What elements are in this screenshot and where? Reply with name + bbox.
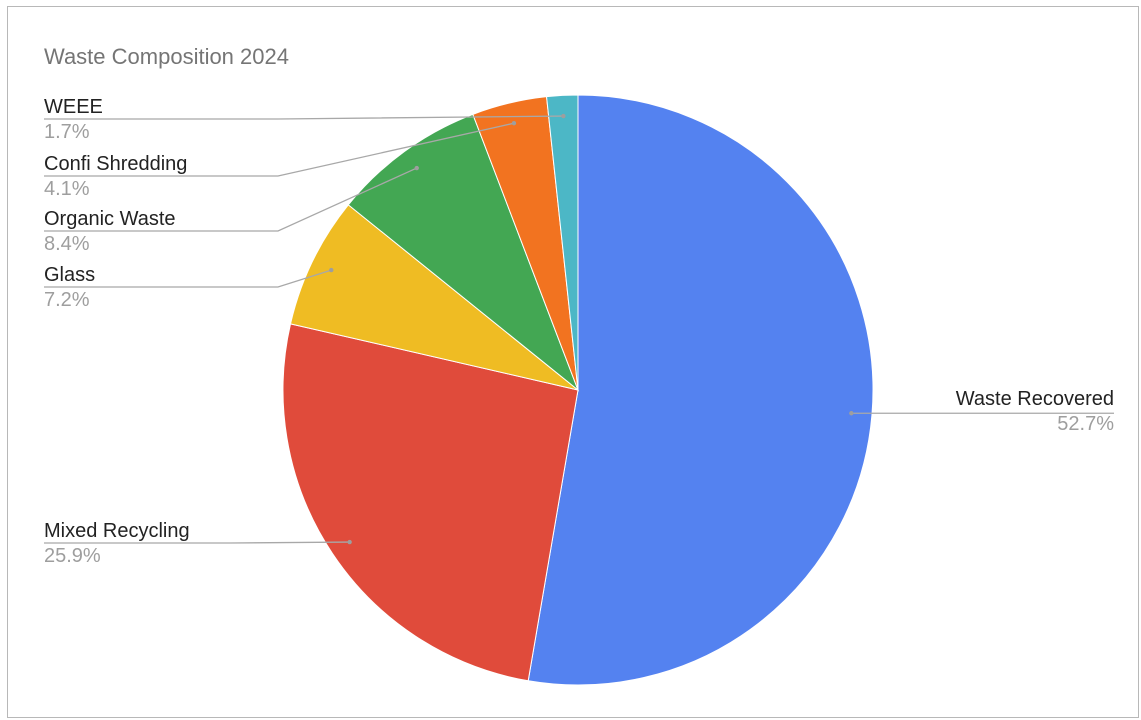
- slice-glass: [289, 204, 579, 391]
- leader-line-mixed-recycling: [44, 541, 350, 544]
- slice-label-waste-recovered: Waste Recovered: [956, 388, 1114, 410]
- slice-label-weee: WEEE: [44, 96, 103, 118]
- leader-dot-glass: [329, 267, 334, 273]
- slice-percent-glass: 7.2%: [44, 289, 90, 311]
- slice-percent-confi-shredding: 4.1%: [44, 178, 90, 200]
- slice-weee: [545, 94, 579, 391]
- slice-label-glass: Glass: [44, 264, 95, 286]
- leader-lines: [44, 113, 1114, 545]
- slice-mixed-recycling: [282, 323, 579, 682]
- slice-labels: Waste Recovered 52.7% Mixed Recycling 25.9%…: [44, 96, 1114, 567]
- slice-percent-waste-recovered: 52.7%: [1057, 413, 1114, 435]
- chart-title: Waste Composition 2024: [44, 44, 289, 69]
- leader-dot-waste-recovered: [849, 411, 854, 416]
- slice-percent-mixed-recycling: 25.9%: [44, 545, 101, 567]
- slice-label-mixed-recycling: Mixed Recycling: [44, 520, 190, 542]
- slice-waste-recovered: [527, 94, 874, 686]
- leader-dot-organic-waste: [414, 165, 419, 171]
- slice-percent-weee: 1.7%: [44, 121, 90, 143]
- leader-dot-mixed-recycling: [347, 539, 352, 545]
- slice-label-confi-shredding: Confi Shredding: [44, 153, 187, 175]
- leader-dot-confi-shredding: [511, 121, 517, 126]
- slice-label-organic-waste: Organic Waste: [44, 208, 176, 230]
- leader-line-confi-shredding: [44, 122, 515, 177]
- pie-slices: [282, 94, 874, 686]
- leader-line-glass: [44, 269, 332, 288]
- leader-dot-weee: [561, 113, 566, 119]
- slice-percent-organic-waste: 8.4%: [44, 233, 90, 255]
- leader-line-organic-waste: [44, 167, 418, 232]
- leader-line-weee: [44, 115, 564, 120]
